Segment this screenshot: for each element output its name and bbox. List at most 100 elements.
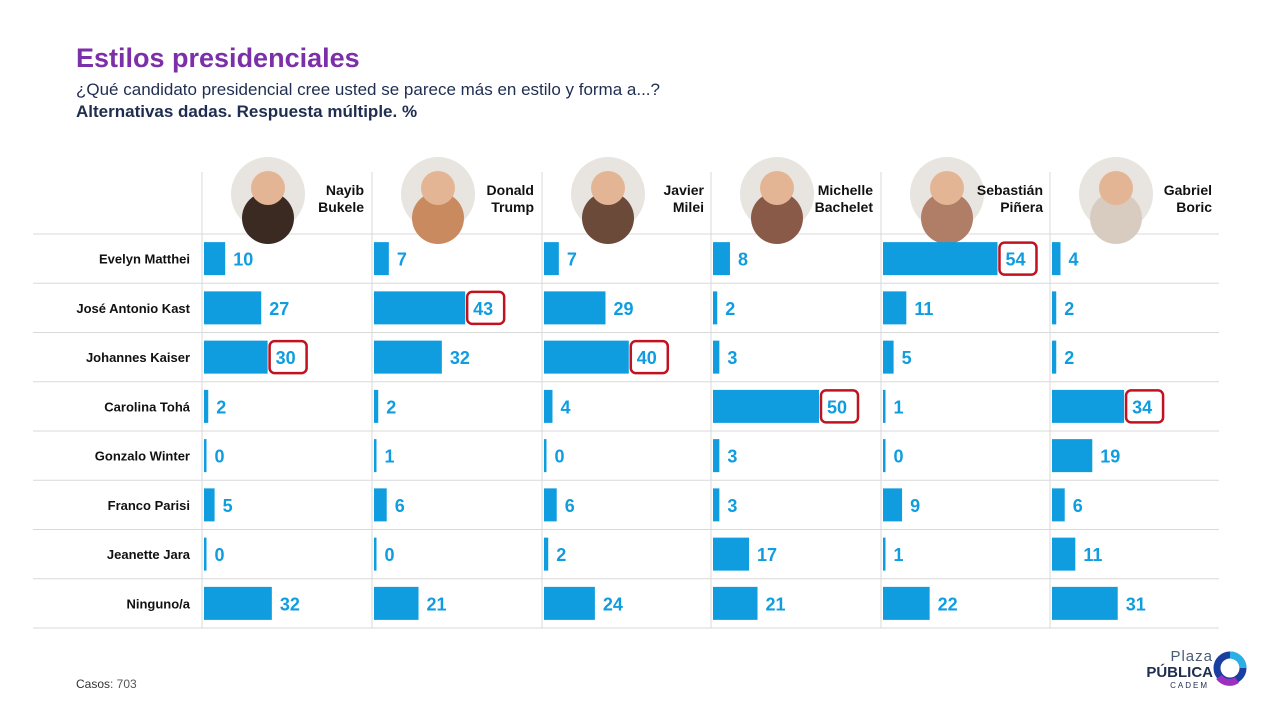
value-label-nayib-bukele-gonzalo-winter: 0 [215, 447, 225, 467]
value-label-sebastian-pinera-ninguno-a: 22 [938, 594, 958, 614]
portrait-face [1099, 171, 1133, 205]
value-label-michelle-bachelet-evelyn-matthei: 8 [738, 250, 748, 270]
bar-michelle-bachelet-evelyn-matthei [713, 242, 730, 276]
row-label-evelyn-matthei: Evelyn Matthei [99, 252, 190, 267]
cases-label: Casos [76, 677, 111, 691]
bar-nayib-bukele-evelyn-matthei [204, 242, 226, 276]
portrait-face [930, 171, 964, 205]
page-subtitle: ¿Qué candidato presidencial cree usted s… [76, 80, 660, 99]
column-header-sebastian-pinera-line-2: Piñera [1000, 199, 1043, 215]
value-label-donald-trump-johannes-kaiser: 32 [450, 348, 470, 368]
value-label-donald-trump-carolina-toha: 2 [386, 397, 396, 417]
bar-sebastian-pinera-gonzalo-winter [883, 439, 886, 473]
column-header-gabriel-boric-line-2: Boric [1176, 199, 1212, 215]
bar-michelle-bachelet-franco-parisi [713, 488, 720, 522]
bar-nayib-bukele-franco-parisi [204, 488, 215, 522]
bar-michelle-bachelet-ninguno-a [713, 586, 758, 620]
column-header-nayib-bukele-line-1: Nayib [326, 182, 364, 198]
value-label-sebastian-pinera-franco-parisi: 9 [910, 496, 920, 516]
value-label-javier-milei-gonzalo-winter: 0 [555, 447, 565, 467]
bar-javier-milei-jose-antonio-kast [544, 291, 606, 325]
value-label-donald-trump-jeanette-jara: 0 [385, 545, 395, 565]
bar-gabriel-boric-johannes-kaiser [1052, 340, 1057, 374]
value-label-javier-milei-franco-parisi: 6 [565, 496, 575, 516]
value-label-gabriel-boric-jeanette-jara: 11 [1083, 545, 1102, 565]
value-label-nayib-bukele-franco-parisi: 5 [223, 496, 233, 516]
bar-gabriel-boric-carolina-toha [1052, 389, 1125, 423]
value-label-sebastian-pinera-carolina-toha: 1 [894, 397, 904, 417]
value-label-donald-trump-gonzalo-winter: 1 [385, 447, 395, 467]
bar-javier-milei-franco-parisi [544, 488, 557, 522]
value-label-michelle-bachelet-jeanette-jara: 17 [757, 545, 777, 565]
value-label-javier-milei-jeanette-jara: 2 [556, 545, 566, 565]
bar-sebastian-pinera-johannes-kaiser [883, 340, 894, 374]
bar-sebastian-pinera-carolina-toha [883, 389, 886, 423]
value-label-michelle-bachelet-franco-parisi: 3 [727, 496, 737, 516]
bar-michelle-bachelet-johannes-kaiser [713, 340, 720, 374]
bar-javier-milei-johannes-kaiser [544, 340, 629, 374]
value-label-gabriel-boric-franco-parisi: 6 [1073, 496, 1083, 516]
bar-michelle-bachelet-jose-antonio-kast [713, 291, 718, 325]
row-label-johannes-kaiser: Johannes Kaiser [86, 350, 190, 365]
bar-gabriel-boric-franco-parisi [1052, 488, 1065, 522]
bar-donald-trump-jose-antonio-kast [374, 291, 466, 325]
bar-javier-milei-gonzalo-winter [544, 439, 547, 473]
bar-donald-trump-carolina-toha [374, 389, 379, 423]
value-label-donald-trump-jose-antonio-kast: 43 [473, 299, 493, 319]
logo-line-plaza: Plaza [1170, 648, 1213, 665]
page-title: Estilos presidenciales [76, 43, 360, 73]
bar-nayib-bukele-gonzalo-winter [204, 439, 207, 473]
bar-michelle-bachelet-gonzalo-winter [713, 439, 720, 473]
cadem-logo-icon [1213, 651, 1247, 686]
highlight-box-michelle-bachelet [819, 389, 860, 424]
row-label-jeanette-jara: Jeanette Jara [107, 547, 191, 562]
value-label-michelle-bachelet-johannes-kaiser: 3 [727, 348, 737, 368]
bar-gabriel-boric-evelyn-matthei [1052, 242, 1061, 276]
row-label-jose-antonio-kast: José Antonio Kast [76, 301, 190, 316]
value-label-javier-milei-ninguno-a: 24 [603, 594, 623, 614]
trump-portrait-icon [412, 192, 464, 244]
value-label-michelle-bachelet-jose-antonio-kast: 2 [725, 299, 735, 319]
value-label-gabriel-boric-jose-antonio-kast: 2 [1064, 299, 1074, 319]
row-label-carolina-toha: Carolina Tohá [104, 399, 190, 414]
value-label-michelle-bachelet-ninguno-a: 21 [766, 594, 786, 614]
bar-donald-trump-johannes-kaiser [374, 340, 442, 374]
bar-michelle-bachelet-carolina-toha [713, 389, 819, 423]
value-label-javier-milei-evelyn-matthei: 7 [567, 250, 577, 270]
value-label-gabriel-boric-evelyn-matthei: 4 [1068, 250, 1078, 270]
highlight-box-sebastian-pinera [998, 241, 1038, 276]
bar-sebastian-pinera-ninguno-a [883, 586, 930, 620]
logo-line-publica: PÚBLICA [1146, 664, 1213, 681]
milei-portrait-icon [582, 192, 634, 244]
value-label-nayib-bukele-johannes-kaiser: 30 [276, 348, 296, 368]
column-header-donald-trump-line-1: Donald [487, 182, 534, 198]
bar-michelle-bachelet-jeanette-jara [713, 537, 750, 571]
column-header-michelle-bachelet-line-1: Michelle [818, 182, 873, 198]
bar-donald-trump-ninguno-a [374, 586, 419, 620]
row-label-gonzalo-winter: Gonzalo Winter [95, 449, 190, 464]
highlight-box-donald-trump [465, 290, 506, 326]
value-label-nayib-bukele-ninguno-a: 32 [280, 594, 300, 614]
bar-gabriel-boric-gonzalo-winter [1052, 439, 1093, 473]
bar-gabriel-boric-jeanette-jara [1052, 537, 1076, 571]
portrait-face [591, 171, 625, 205]
value-label-nayib-bukele-evelyn-matthei: 10 [233, 250, 253, 270]
bar-gabriel-boric-ninguno-a [1052, 586, 1118, 620]
value-label-donald-trump-ninguno-a: 21 [427, 594, 447, 614]
bar-javier-milei-jeanette-jara [544, 537, 549, 571]
plaza-publica-logo: Plaza PÚBLICA CADEM [1122, 648, 1247, 693]
bar-donald-trump-franco-parisi [374, 488, 387, 522]
value-label-gabriel-boric-ninguno-a: 31 [1126, 594, 1146, 614]
value-label-javier-milei-johannes-kaiser: 40 [637, 348, 657, 368]
portrait-face [251, 171, 285, 205]
bar-sebastian-pinera-jeanette-jara [883, 537, 886, 571]
value-label-gabriel-boric-carolina-toha: 34 [1132, 397, 1152, 417]
value-label-sebastian-pinera-jose-antonio-kast: 11 [914, 299, 933, 319]
value-label-michelle-bachelet-carolina-toha: 50 [827, 397, 847, 417]
value-label-sebastian-pinera-evelyn-matthei: 54 [1005, 250, 1025, 270]
bar-donald-trump-gonzalo-winter [374, 439, 377, 473]
portrait-face [760, 171, 794, 205]
value-label-nayib-bukele-jeanette-jara: 0 [215, 545, 225, 565]
column-header-javier-milei-line-2: Milei [673, 199, 704, 215]
